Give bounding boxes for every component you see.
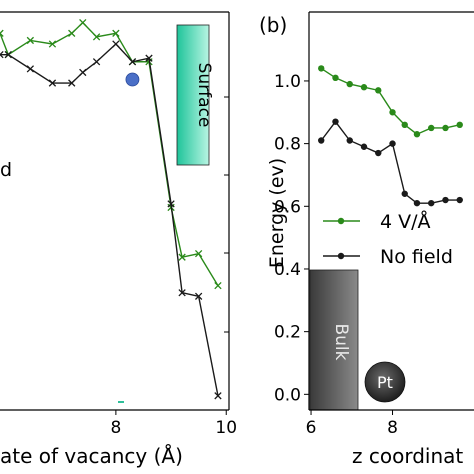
- legend-marker-0: [337, 217, 345, 225]
- panel-a-series-1-point-10: [167, 200, 175, 208]
- panel-b-series-1-point-7: [413, 199, 421, 207]
- panel-b-series-0-point-5: [389, 109, 396, 116]
- surface-box-label: Surface: [194, 63, 214, 128]
- panel-a-legend-fragment: d: [0, 159, 12, 181]
- panel-b-y-tick-label-3: 0.6: [274, 197, 301, 217]
- pt-atom: [364, 361, 406, 403]
- panel-a-series-0-point-13: [214, 281, 222, 290]
- panel-a-series-group: [0, 19, 222, 400]
- highlight-point: [125, 72, 140, 87]
- panel-b-x-tick-label-0: 6: [306, 418, 317, 438]
- panel-b-series-0-point-10: [456, 121, 463, 129]
- panel-b-series-0-point-7: [413, 131, 421, 138]
- panel-b-series-1-point-5: [389, 140, 396, 147]
- legend-label-1: No field: [380, 246, 453, 268]
- panel-b-series-line-1: [320, 120, 460, 204]
- panel-a-x-tick-label-1: 10: [215, 418, 237, 438]
- panel-a-series-1-point-12: [194, 292, 203, 300]
- panel-b-series-0-point-9: [442, 124, 449, 132]
- panel-b-series-1-point-4: [375, 149, 382, 157]
- panel-a-series-1-point-2: [26, 65, 35, 73]
- panel-a-series-1-point-4: [68, 79, 76, 87]
- panel-a-series-1-point-7: [112, 40, 120, 48]
- panel-b-series-1-point-1: [332, 118, 339, 125]
- panel-b-series-1-point-8: [428, 199, 435, 207]
- panel-a-series-0-point-0: [0, 29, 4, 37]
- panel-b-series-1-point-2: [346, 137, 353, 144]
- panel-b-y-tick-label-1: 0.2: [274, 323, 301, 343]
- panel-a-series-line-0: [0, 21, 219, 286]
- panel-b-y-tick-label-4: 0.8: [274, 135, 301, 155]
- panel-b-series-line-0: [320, 67, 460, 136]
- panel-a-x-tick-label-0: 8: [110, 418, 121, 438]
- panel-b-decorations: Bulk Pt: [309, 269, 406, 411]
- panel-a-x-axis-label: ate of vacancy (Å): [0, 444, 183, 468]
- panel-a-series-1-point-11: [178, 289, 186, 297]
- panel-a-series-1-point-3: [48, 79, 57, 87]
- panel-b: (b) Bulk Pt 0.0 0.2 0.4 0.6 0.8 1.0 6 8 4 V/Å No …: [259, 11, 474, 468]
- panel-b-y-tick-label-2: 0.4: [274, 260, 301, 280]
- panel-b-series-1-point-9: [442, 196, 449, 204]
- panel-a-series-0-point-5: [79, 19, 87, 27]
- panel-a-series-0-point-11: [178, 253, 186, 261]
- panel-b-legend: 4 V/Å No field: [323, 210, 453, 268]
- panel-b-series-0-point-2: [346, 80, 353, 88]
- bulk-box: [309, 269, 359, 411]
- bulk-box-label: Bulk: [331, 323, 351, 360]
- panel-b-series-1-point-10: [456, 196, 463, 204]
- panel-a-series-1-point-1: [4, 50, 12, 59]
- panel-b-series-1-point-0: [318, 137, 325, 144]
- panel-b-y-axis-label: Energy (ev): [266, 158, 288, 268]
- panel-a-series-0-point-4: [68, 29, 76, 37]
- panel-a-decorations: Surface: [118, 24, 214, 403]
- panel-a-axes: 8 10: [0, 11, 237, 438]
- panel-a-series-1-point-13: [214, 392, 222, 400]
- panel-a-series-0-point-6: [92, 33, 101, 41]
- panel-a-series-line-1: [0, 42, 219, 396]
- panel-a-series-0-point-2: [26, 36, 35, 45]
- pt-atom-label: Pt: [377, 373, 393, 392]
- panel-a-series-0-point-7: [112, 29, 120, 37]
- panel-b-series-1-point-6: [401, 190, 408, 197]
- panel-b-series-0-point-8: [428, 124, 435, 132]
- surface-box: [176, 24, 210, 166]
- panel-b-label: (b): [259, 13, 287, 37]
- panel-b-series-0-point-6: [401, 121, 408, 129]
- panel-b-series-0-point-0: [318, 65, 325, 72]
- panel-a-series-1-point-8: [128, 58, 137, 66]
- panel-b-x-axis-label: z coordinat: [352, 444, 463, 468]
- panel-b-series-group: [318, 65, 463, 207]
- panel-b-y-tick-label-0: 0.0: [274, 385, 301, 405]
- panel-b-y-tick-label-5: 1.0: [274, 72, 301, 92]
- panel-b-series-1-point-3: [360, 143, 368, 150]
- panel-b-series-0-point-3: [360, 84, 368, 91]
- panel-a-series-1-point-9: [145, 54, 153, 62]
- panel-a-series-0-point-12: [194, 249, 203, 258]
- panel-a-series-1-point-6: [92, 58, 101, 66]
- panel-b-series-0-point-4: [375, 87, 382, 94]
- panel-b-axes: 0.0 0.2 0.4 0.6 0.8 1.0 6 8: [274, 11, 474, 438]
- panel-a: Surface 8 10 d ate of vacancy (Å): [0, 11, 237, 468]
- panel-a-series-1-point-5: [79, 68, 87, 77]
- panel-a-series-0-point-3: [48, 40, 57, 48]
- panel-a-series-1-point-0: [0, 50, 4, 59]
- panel-b-series-0-point-1: [332, 74, 339, 82]
- panel-b-x-tick-label-1: 8: [387, 418, 398, 438]
- legend-marker-1: [337, 252, 345, 260]
- legend-label-0: 4 V/Å: [380, 210, 431, 233]
